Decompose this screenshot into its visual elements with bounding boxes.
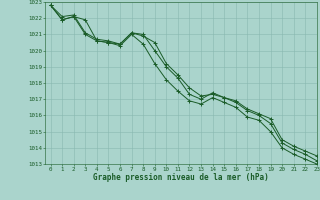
X-axis label: Graphe pression niveau de la mer (hPa): Graphe pression niveau de la mer (hPa) (93, 173, 269, 182)
